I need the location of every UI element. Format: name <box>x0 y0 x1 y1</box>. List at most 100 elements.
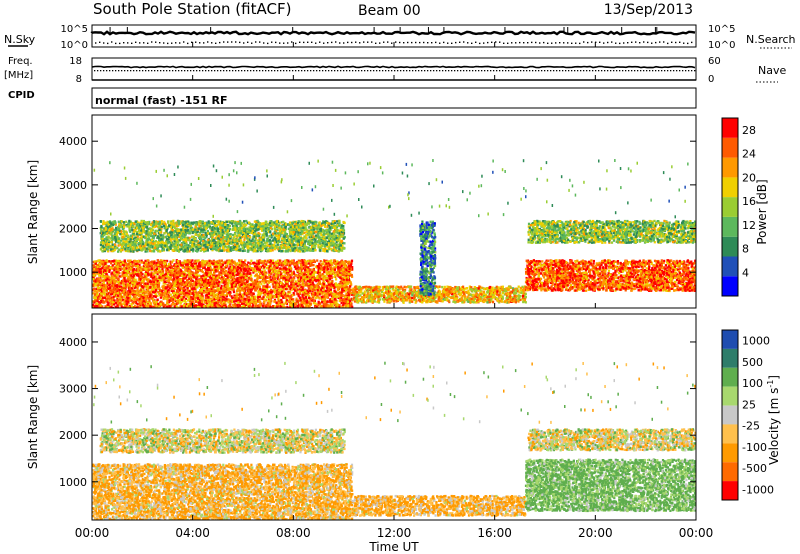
nsearch-point <box>287 42 289 44</box>
echo-cell <box>237 281 240 285</box>
nave-point <box>430 70 432 72</box>
echo-cell <box>292 298 295 301</box>
echo-cell <box>146 272 150 276</box>
echo-cell <box>203 287 206 290</box>
nsearch-point <box>479 42 481 45</box>
echo-cell <box>223 267 226 270</box>
echo-cell <box>243 303 246 306</box>
nave-point <box>667 70 669 72</box>
echo-cell <box>92 300 95 303</box>
echo-cell <box>212 269 215 272</box>
echo-cell <box>309 284 312 287</box>
nave-point <box>517 70 519 72</box>
echo-cell <box>172 282 175 285</box>
echo-cell <box>215 302 218 305</box>
echo-cell <box>297 259 300 262</box>
echo-cell <box>201 270 204 274</box>
echo-cell <box>336 283 339 286</box>
echo-cell <box>149 261 152 265</box>
nave-point <box>688 70 690 72</box>
nave-point <box>508 70 510 72</box>
echo-cell <box>118 272 121 275</box>
echo-cell <box>187 303 190 306</box>
echo-cell <box>180 284 183 287</box>
echo-cell <box>164 290 167 294</box>
echo-cell <box>253 268 256 271</box>
echo-cell <box>247 298 251 302</box>
echo-cell <box>345 268 348 272</box>
nave-point <box>382 70 384 72</box>
echo-cell <box>246 296 249 299</box>
echo-cell <box>190 283 193 286</box>
echo-cell <box>275 286 279 290</box>
echo-cell <box>330 297 334 301</box>
nave-point <box>556 70 558 72</box>
echo-cell <box>156 272 159 276</box>
echo-cell <box>141 303 145 306</box>
nsearch-point <box>603 42 605 44</box>
echo-cell <box>282 263 285 267</box>
echo-cell <box>161 265 164 268</box>
echo-cell <box>189 260 193 263</box>
nsearch-point <box>435 41 437 44</box>
echo-cell <box>127 301 130 305</box>
echo-cell <box>137 274 140 277</box>
echo-cell <box>136 302 139 306</box>
nsearch-point <box>171 42 173 44</box>
echo-cell <box>112 303 116 306</box>
nave-point <box>553 70 555 72</box>
echo-cell <box>311 289 314 293</box>
echo-cell <box>223 272 226 275</box>
echo-cell <box>258 298 261 302</box>
echo-cell <box>250 293 253 296</box>
echo-cell <box>132 269 135 272</box>
echo-cell <box>190 296 193 299</box>
nave-point <box>253 70 255 72</box>
echo-cell <box>197 279 200 282</box>
echo-cell <box>230 299 233 302</box>
echo-cell <box>183 293 186 296</box>
echo-cell <box>281 305 284 308</box>
echo-cell <box>350 293 354 296</box>
nsearch-point <box>247 41 249 43</box>
nave-point <box>577 70 579 72</box>
echo-cell <box>187 267 191 271</box>
echo-cell <box>227 270 230 274</box>
nsearch-point <box>215 42 217 44</box>
echo-cell <box>147 294 150 297</box>
echo-cell <box>326 290 329 294</box>
echo-cell <box>350 273 353 277</box>
echo-cell <box>130 261 133 264</box>
echo-cell <box>286 263 289 267</box>
echo-cell <box>338 292 341 295</box>
echo-cell <box>344 304 347 307</box>
nsearch-point <box>151 41 153 43</box>
echo-cell <box>146 305 149 308</box>
echo-cell <box>348 260 351 263</box>
echo-cell <box>138 266 141 269</box>
echo-cell <box>333 297 336 301</box>
nsearch-point <box>243 42 245 44</box>
echo-cell <box>201 264 204 267</box>
echo-cell <box>277 290 280 293</box>
nsearch-point <box>611 41 613 43</box>
echo-cell <box>144 294 147 297</box>
nave-point <box>196 70 198 72</box>
echo-cell <box>244 278 247 281</box>
echo-cell <box>116 301 119 304</box>
echo-cell <box>257 274 260 278</box>
nsearch-point <box>575 42 577 44</box>
echo-cell <box>238 259 241 262</box>
echo-cell <box>222 268 225 271</box>
nave-point <box>658 70 660 72</box>
echo-cell <box>119 282 122 285</box>
echo-cell <box>258 285 261 289</box>
echo-cell <box>271 276 275 279</box>
nave-point <box>163 70 165 72</box>
echo-cell <box>274 262 277 265</box>
echo-cell <box>136 286 139 290</box>
echo-cell <box>256 300 259 303</box>
echo-cell <box>341 294 344 297</box>
echo-cell <box>261 275 265 278</box>
echo-cell <box>183 299 186 302</box>
